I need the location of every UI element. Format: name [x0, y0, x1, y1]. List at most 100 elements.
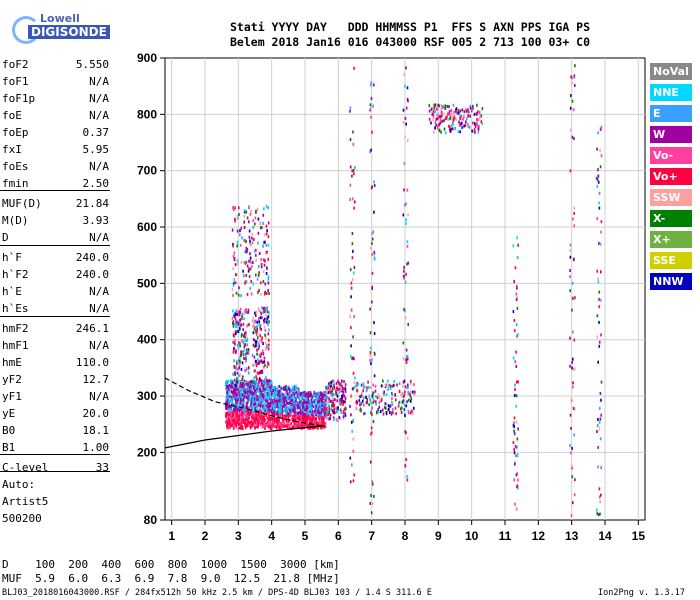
- echo-point: [351, 169, 353, 173]
- echo-point: [251, 391, 253, 395]
- echo-point: [438, 115, 441, 119]
- echo-point: [341, 384, 343, 388]
- echo-point: [278, 413, 281, 417]
- echo-point: [314, 408, 317, 412]
- echo-point: [255, 375, 257, 379]
- param-value: 5.95: [82, 143, 110, 156]
- echo-point: [370, 83, 372, 87]
- param-name: foF2: [2, 58, 29, 71]
- echo-point: [232, 340, 234, 344]
- echo-point: [258, 402, 261, 405]
- echo-point: [338, 387, 341, 391]
- echo-point: [318, 407, 320, 411]
- echo-point: [264, 290, 266, 294]
- echo-point: [239, 229, 241, 233]
- param-name: h`E: [2, 285, 22, 298]
- echo-point: [275, 421, 278, 425]
- param-row-3: foE N/A: [2, 109, 109, 122]
- echo-point: [246, 336, 248, 340]
- echo-point: [479, 116, 481, 119]
- echo-point: [295, 387, 297, 391]
- echo-point: [457, 130, 460, 134]
- echo-point: [398, 382, 401, 386]
- echo-point: [234, 383, 236, 387]
- echo-point: [263, 233, 266, 237]
- echo-point: [371, 406, 373, 410]
- echo-point: [255, 248, 257, 252]
- echo-point: [256, 352, 258, 356]
- param-value: 110.0: [75, 356, 109, 369]
- echo-point: [323, 417, 325, 421]
- echo-point: [373, 252, 376, 256]
- echo-point: [323, 421, 326, 425]
- echo-point: [363, 412, 365, 416]
- echo-point: [232, 322, 235, 326]
- echo-point: [240, 354, 242, 357]
- echo-point: [240, 392, 242, 395]
- echo-point: [251, 353, 254, 357]
- echo-point: [327, 417, 330, 421]
- echo-point: [325, 408, 327, 412]
- echo-point: [245, 352, 247, 356]
- echo-point: [333, 417, 336, 421]
- echo-point: [236, 400, 239, 404]
- echo-point: [264, 259, 266, 263]
- echo-point: [264, 414, 267, 417]
- echo-point: [249, 252, 251, 256]
- param-row-14: h`Es N/A: [2, 302, 109, 315]
- echo-point: [238, 405, 240, 409]
- echo-point: [249, 258, 252, 262]
- echo-point: [239, 426, 242, 430]
- echo-point: [513, 280, 515, 284]
- echo-point: [262, 270, 265, 274]
- echo-point: [281, 393, 284, 397]
- echo-point: [311, 396, 314, 400]
- echo-point: [268, 343, 270, 347]
- echo-point: [402, 395, 405, 399]
- echo-point: [516, 236, 518, 240]
- echo-point: [300, 416, 302, 419]
- echo-point: [385, 383, 388, 387]
- echo-point: [257, 231, 260, 235]
- echo-point: [306, 408, 309, 412]
- echo-point: [262, 424, 265, 428]
- echo-point: [237, 395, 240, 398]
- echo-point: [248, 380, 250, 384]
- echo-point: [233, 251, 236, 255]
- echo-point: [232, 320, 235, 324]
- echo-point: [338, 382, 341, 386]
- echo-point: [257, 389, 259, 392]
- echo-point: [325, 413, 328, 417]
- echo-point: [369, 460, 372, 464]
- echo-point: [247, 310, 250, 314]
- param-name: h`F2: [2, 268, 29, 281]
- echo-point: [570, 451, 572, 455]
- echo-point: [258, 288, 260, 292]
- echo-point: [280, 386, 283, 390]
- echo-point: [288, 395, 290, 398]
- echo-point: [329, 387, 331, 391]
- echo-point: [448, 113, 451, 116]
- echo-point: [251, 236, 253, 240]
- echo-point: [287, 387, 290, 390]
- echo-point: [311, 401, 313, 405]
- echo-point: [236, 240, 239, 244]
- echo-point: [256, 207, 259, 211]
- echo-point: [261, 360, 264, 364]
- echo-point: [252, 338, 255, 342]
- echo-point: [264, 424, 266, 428]
- echo-point: [227, 387, 230, 391]
- echo-point: [289, 426, 291, 430]
- echo-point: [512, 441, 515, 444]
- echo-point: [336, 399, 338, 403]
- echo-point: [269, 406, 271, 409]
- echo-point: [301, 414, 304, 418]
- param-value: N/A: [89, 109, 109, 122]
- echo-point: [267, 332, 270, 336]
- echo-point: [442, 119, 444, 123]
- echo-point: [263, 258, 265, 262]
- echo-point: [270, 423, 272, 427]
- echo-point: [455, 107, 458, 111]
- echo-point: [248, 397, 251, 401]
- legend-item-e: E: [650, 105, 692, 122]
